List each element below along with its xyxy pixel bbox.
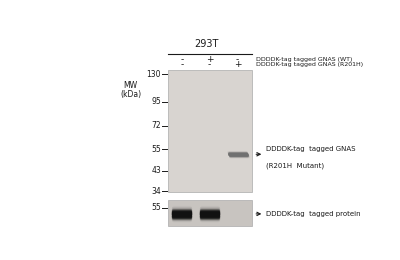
Text: DDDDK-tag tagged GNAS (WT): DDDDK-tag tagged GNAS (WT) (256, 57, 352, 62)
Text: 55: 55 (151, 145, 161, 154)
Text: 95: 95 (151, 97, 161, 106)
Text: (kDa): (kDa) (120, 90, 141, 99)
Text: MW: MW (124, 81, 138, 90)
Bar (168, 200, 252, 226)
Text: +: + (234, 60, 241, 69)
Text: DDDDK-tag  tagged GNAS: DDDDK-tag tagged GNAS (266, 146, 355, 152)
Text: 43: 43 (151, 166, 161, 175)
Text: DDDDK-tag tagged GNAS (R201H): DDDDK-tag tagged GNAS (R201H) (256, 62, 363, 67)
Bar (168, 70, 252, 192)
Text: 130: 130 (146, 70, 161, 79)
Text: DDDDK-tag  tagged protein: DDDDK-tag tagged protein (266, 211, 360, 217)
Text: 55: 55 (151, 203, 161, 212)
Text: +: + (206, 55, 214, 64)
Text: 293T: 293T (194, 39, 219, 49)
Text: (R201H  Mutant): (R201H Mutant) (266, 162, 324, 169)
Text: -: - (180, 55, 183, 64)
Text: -: - (180, 60, 183, 69)
Text: 72: 72 (151, 121, 161, 130)
Text: 34: 34 (151, 187, 161, 196)
Text: -: - (236, 55, 239, 64)
Text: -: - (208, 60, 211, 69)
